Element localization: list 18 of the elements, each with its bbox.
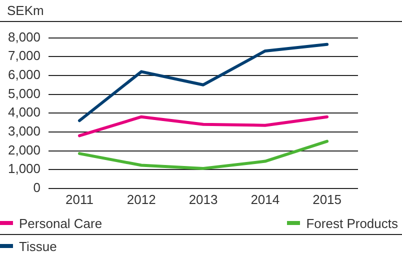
y-tick-label: 5,000 xyxy=(8,86,41,101)
legend-label: Tissue xyxy=(19,238,57,254)
y-tick-label: 8,000 xyxy=(8,29,41,44)
x-tick-label: 2013 xyxy=(188,192,218,207)
y-tick-label: 0 xyxy=(33,180,41,195)
x-tick-label: 2012 xyxy=(126,192,156,207)
x-tick-label: 2015 xyxy=(312,192,342,207)
legend-label: Forest Products xyxy=(306,216,398,230)
y-tick-label: 3,000 xyxy=(8,124,41,139)
y-axis-title: SEKm xyxy=(0,0,402,22)
y-tick-label: 4,000 xyxy=(8,104,41,120)
x-tick-label: 2011 xyxy=(65,192,94,207)
y-tick-label: 6,000 xyxy=(8,67,41,82)
x-tick-label: 2014 xyxy=(250,192,280,207)
legend-label: Personal Care xyxy=(19,216,102,230)
y-tick-label: 2,000 xyxy=(8,142,41,158)
y-tick-label: 1,000 xyxy=(8,161,41,176)
y-tick-label: 7,000 xyxy=(8,48,41,64)
